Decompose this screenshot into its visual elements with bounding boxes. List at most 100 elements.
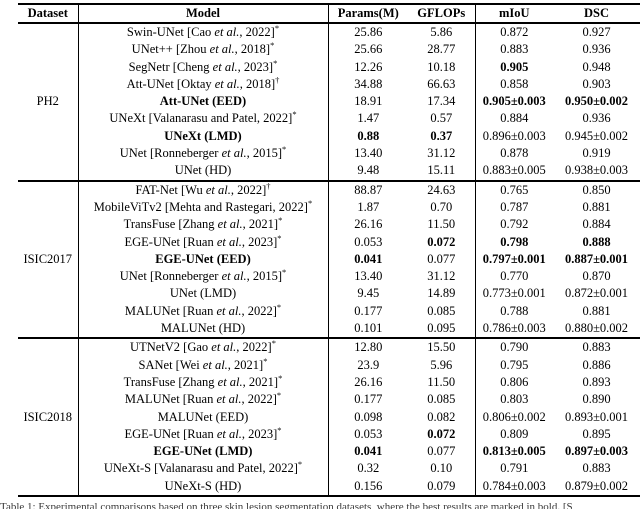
table-row: EGE-UNet [Ruan et al., 2023]* 0.053 0.072 0… [18, 233, 640, 251]
gflops-cell: 0.072 [408, 425, 476, 444]
table-header: Dataset Model Params(M) GFLOPs mIoU DSC [18, 4, 640, 24]
params-cell: 0.32 [357, 461, 380, 476]
params-cell: 18.91 [354, 94, 383, 109]
table-row: Att-UNet [Oktay et al., 2018]† 34.88 66.63… [18, 75, 640, 94]
params-cell: 26.16 [354, 217, 383, 232]
params-cell: 0.053 [354, 234, 383, 249]
miou-cell: 0.905 [500, 59, 529, 74]
table-row: TransFuse [Zhang et al., 2021]* 26.16 11.5… [18, 373, 640, 392]
model-cell: UNet [Ronneberger et al., 2015]* [78, 145, 329, 163]
dsc-cell: 0.888 [582, 234, 611, 249]
model-cell: UNeXt-S [Valanarasu and Patel, 2022]* [78, 460, 329, 478]
results-table: Dataset Model Params(M) GFLOPs mIoU DSC … [18, 3, 640, 498]
miou-cell: 0.770 [500, 269, 529, 284]
gflops-cell: 31.12 [408, 268, 476, 286]
miou-cell: 0.883 [500, 42, 529, 57]
dsc-cell: 0.881 [582, 303, 611, 318]
table-row: MALUNet [Ruan et al., 2022]* 0.177 0.085 0.… [18, 391, 640, 409]
model-cell: Swin-UNet [Cao et al., 2022]* [78, 21, 329, 42]
params-cell: 1.87 [357, 199, 380, 214]
miou-cell: 0.795 [500, 357, 529, 372]
gflops-cell: 0.085 [408, 391, 476, 409]
dsc-cell: 0.850 [553, 179, 640, 199]
gflops-cell: 0.082 [408, 408, 476, 426]
params-cell: 25.86 [328, 21, 408, 42]
gflops-cell: 31.12 [408, 145, 476, 163]
model-cell: UTNetV2 [Gao et al., 2022]* [78, 337, 329, 357]
dsc-cell: 0.927 [553, 21, 640, 42]
dsc-cell: 0.880±0.002 [564, 321, 629, 336]
model-cell: Att-UNet (EED) [78, 93, 329, 111]
table-row: UNet (HD) 9.48 15.11 0.883±0.005 0.938±0.003 [18, 162, 640, 181]
dsc-cell: 0.879±0.002 [564, 478, 629, 493]
header-params: Params(M) [328, 4, 408, 24]
miou-cell: 0.884 [500, 111, 529, 126]
dataset-cell: ISIC2018 [18, 337, 79, 497]
gflops-cell: 0.079 [408, 477, 476, 497]
model-cell: SANet [Wei et al., 2021]* [78, 356, 329, 374]
dsc-cell: 0.886 [582, 357, 611, 372]
table-row: UNeXt-S (HD) 0.156 0.079 0.784±0.003 0.879±0… [18, 477, 640, 497]
table-row: MALUNet (HD) 0.101 0.095 0.786±0.003 0.880±0… [18, 320, 640, 339]
model-cell: UNeXt [Valanarasu and Patel, 2022]* [78, 110, 329, 128]
dsc-cell: 0.870 [582, 269, 611, 284]
table-caption-clipped: Table 1: Experimental comparisons based … [0, 501, 573, 509]
gflops-cell: 5.96 [408, 356, 476, 374]
params-cell: 0.098 [354, 409, 383, 424]
model-cell: UNeXt (LMD) [78, 127, 329, 146]
table-row: Att-UNet (EED) 18.91 17.34 0.905±0.003 0.950… [18, 93, 640, 111]
dataset-cell: ISIC2017 [18, 179, 79, 339]
dsc-cell: 0.883 [553, 337, 640, 357]
dsc-cell: 0.890 [582, 392, 611, 407]
header-row: Dataset Model Params(M) GFLOPs mIoU DSC [18, 4, 640, 24]
model-cell: MobileViTv2 [Mehta and Rastegari, 2022]* [78, 198, 329, 217]
table-row: UNeXt [Valanarasu and Patel, 2022]* 1.47 0… [18, 110, 640, 128]
miou-cell: 0.788 [500, 303, 529, 318]
header-gflops: GFLOPs [408, 4, 476, 24]
model-cell: UNet++ [Zhou et al., 2018]* [78, 41, 329, 59]
model-cell: MALUNet [Ruan et al., 2022]* [78, 302, 329, 321]
miou-cell: 0.858 [500, 76, 529, 91]
miou-cell: 0.803 [500, 392, 529, 407]
header-miou: mIoU [475, 4, 553, 24]
model-cell: SegNetr [Cheng et al., 2023]* [78, 58, 329, 76]
params-cell: 0.177 [354, 303, 383, 318]
params-cell: 26.16 [354, 374, 383, 389]
params-cell: 9.48 [357, 163, 380, 178]
model-cell: MALUNet [Ruan et al., 2022]* [78, 391, 329, 409]
gflops-cell: 0.085 [408, 302, 476, 321]
dsc-cell: 0.936 [582, 42, 611, 57]
model-cell: EGE-UNet (EED) [78, 250, 329, 269]
gflops-cell: 0.10 [408, 460, 476, 478]
table-row: UNet [Ronneberger et al., 2015]* 13.40 31.… [18, 268, 640, 286]
gflops-cell: 0.072 [408, 233, 476, 251]
gflops-cell: 17.34 [408, 93, 476, 111]
gflops-cell: 0.095 [408, 320, 476, 339]
dsc-cell: 0.884 [582, 217, 611, 232]
miou-cell: 0.791 [500, 461, 529, 476]
params-cell: 88.87 [328, 179, 408, 199]
miou-cell: 0.883±0.005 [482, 163, 546, 178]
gflops-cell: 0.077 [408, 443, 476, 461]
gflops-cell: 11.50 [408, 216, 476, 234]
dsc-cell: 0.945±0.002 [564, 128, 629, 143]
miou-cell: 0.798 [500, 234, 529, 249]
miou-cell: 0.806 [500, 374, 529, 389]
miou-cell: 0.896±0.003 [482, 128, 546, 143]
miou-cell: 0.786±0.003 [482, 321, 546, 336]
miou-cell: 0.790 [475, 337, 553, 357]
params-cell: 0.053 [354, 426, 383, 441]
dsc-cell: 0.883 [582, 461, 611, 476]
dsc-cell: 0.881 [582, 199, 611, 214]
miou-cell: 0.792 [500, 217, 529, 232]
table-row: UNet [Ronneberger et al., 2015]* 13.40 31.… [18, 145, 640, 163]
model-cell: EGE-UNet (LMD) [78, 443, 329, 461]
miou-cell: 0.773±0.001 [482, 286, 546, 301]
model-cell: UNet [Ronneberger et al., 2015]* [78, 268, 329, 286]
params-cell: 0.177 [354, 392, 383, 407]
params-cell: 0.88 [357, 128, 380, 143]
gflops-cell: 0.57 [408, 110, 476, 128]
model-cell: Att-UNet [Oktay et al., 2018]† [78, 75, 329, 94]
dsc-cell: 0.903 [582, 76, 611, 91]
